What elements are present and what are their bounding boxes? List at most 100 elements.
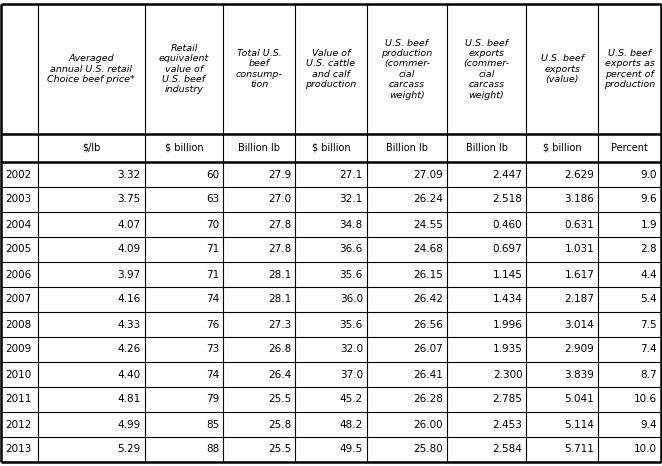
Text: 5.4: 5.4	[640, 295, 657, 304]
Text: 34.8: 34.8	[340, 219, 363, 229]
Text: 74: 74	[206, 295, 219, 304]
Text: 2013: 2013	[5, 445, 31, 454]
Text: U.S. beef
exports as
percent of
production: U.S. beef exports as percent of producti…	[604, 49, 655, 89]
Text: 28.1: 28.1	[268, 295, 291, 304]
Text: 32.0: 32.0	[340, 344, 363, 355]
Text: 45.2: 45.2	[340, 395, 363, 404]
Text: 60: 60	[206, 170, 219, 179]
Text: 71: 71	[206, 269, 219, 280]
Text: 9.0: 9.0	[641, 170, 657, 179]
Text: 2.518: 2.518	[493, 194, 522, 205]
Text: 24.55: 24.55	[413, 219, 443, 229]
Text: 9.4: 9.4	[640, 419, 657, 430]
Text: 25.80: 25.80	[413, 445, 443, 454]
Text: 2008: 2008	[5, 320, 31, 329]
Text: 35.6: 35.6	[340, 269, 363, 280]
Text: 35.6: 35.6	[340, 320, 363, 329]
Text: 88: 88	[206, 445, 219, 454]
Text: 25.8: 25.8	[268, 419, 291, 430]
Text: 0.460: 0.460	[493, 219, 522, 229]
Text: 2011: 2011	[5, 395, 31, 404]
Text: 2.909: 2.909	[565, 344, 594, 355]
Text: 3.32: 3.32	[117, 170, 140, 179]
Text: 27.09: 27.09	[413, 170, 443, 179]
Text: 26.15: 26.15	[413, 269, 443, 280]
Text: 73: 73	[206, 344, 219, 355]
Text: 37.0: 37.0	[340, 370, 363, 379]
Text: 0.631: 0.631	[565, 219, 594, 229]
Text: 3.839: 3.839	[564, 370, 594, 379]
Text: $/lb: $/lb	[82, 143, 101, 153]
Text: 36.0: 36.0	[340, 295, 363, 304]
Text: 1.996: 1.996	[493, 320, 522, 329]
Text: 2009: 2009	[5, 344, 31, 355]
Text: 2012: 2012	[5, 419, 31, 430]
Text: 1.031: 1.031	[565, 245, 594, 254]
Text: 27.0: 27.0	[268, 194, 291, 205]
Text: 25.5: 25.5	[268, 445, 291, 454]
Text: 76: 76	[206, 320, 219, 329]
Text: 26.00: 26.00	[413, 419, 443, 430]
Text: 26.41: 26.41	[413, 370, 443, 379]
Text: 2.187: 2.187	[564, 295, 594, 304]
Text: 0.697: 0.697	[493, 245, 522, 254]
Text: 3.97: 3.97	[117, 269, 140, 280]
Text: Billion lb: Billion lb	[465, 143, 508, 153]
Text: 85: 85	[206, 419, 219, 430]
Text: 4.26: 4.26	[117, 344, 140, 355]
Text: 25.5: 25.5	[268, 395, 291, 404]
Text: 9.6: 9.6	[640, 194, 657, 205]
Text: 79: 79	[206, 395, 219, 404]
Text: U.S. beef
exports
(value): U.S. beef exports (value)	[541, 54, 584, 84]
Text: 26.07: 26.07	[413, 344, 443, 355]
Text: 26.4: 26.4	[268, 370, 291, 379]
Text: 2010: 2010	[5, 370, 31, 379]
Text: 1.9: 1.9	[640, 219, 657, 229]
Text: 4.09: 4.09	[117, 245, 140, 254]
Text: 4.99: 4.99	[117, 419, 140, 430]
Text: 28.1: 28.1	[268, 269, 291, 280]
Text: 63: 63	[206, 194, 219, 205]
Text: 71: 71	[206, 245, 219, 254]
Text: U.S. beef
exports
(commer-
cial
carcass
weight): U.S. beef exports (commer- cial carcass …	[463, 39, 510, 100]
Text: U.S. beef
production
(commer-
cial
carcass
weight): U.S. beef production (commer- cial carca…	[381, 39, 432, 100]
Text: Billion lb: Billion lb	[386, 143, 428, 153]
Text: 26.24: 26.24	[413, 194, 443, 205]
Text: 3.186: 3.186	[564, 194, 594, 205]
Text: 2.447: 2.447	[493, 170, 522, 179]
Text: 2004: 2004	[5, 219, 31, 229]
Text: 2.629: 2.629	[564, 170, 594, 179]
Text: 5.711: 5.711	[564, 445, 594, 454]
Text: Value of
U.S. cattle
and calf
production: Value of U.S. cattle and calf production	[305, 49, 357, 89]
Text: 36.6: 36.6	[340, 245, 363, 254]
Text: 4.33: 4.33	[117, 320, 140, 329]
Text: 2007: 2007	[5, 295, 31, 304]
Text: 2.8: 2.8	[640, 245, 657, 254]
Text: Retail
equivalent
value of
U.S. beef
industry: Retail equivalent value of U.S. beef ind…	[159, 44, 209, 94]
Text: 48.2: 48.2	[340, 419, 363, 430]
Text: 2002: 2002	[5, 170, 31, 179]
Text: 27.8: 27.8	[268, 245, 291, 254]
Text: 5.29: 5.29	[117, 445, 140, 454]
Text: Percent: Percent	[611, 143, 648, 153]
Text: $ billion: $ billion	[543, 143, 582, 153]
Text: 4.40: 4.40	[117, 370, 140, 379]
Text: 1.145: 1.145	[493, 269, 522, 280]
Text: 2.300: 2.300	[493, 370, 522, 379]
Text: 8.7: 8.7	[640, 370, 657, 379]
Text: 1.935: 1.935	[493, 344, 522, 355]
Text: 24.68: 24.68	[413, 245, 443, 254]
Text: 32.1: 32.1	[340, 194, 363, 205]
Text: 26.56: 26.56	[413, 320, 443, 329]
Text: 2006: 2006	[5, 269, 31, 280]
Text: Billion lb: Billion lb	[238, 143, 280, 153]
Text: 49.5: 49.5	[340, 445, 363, 454]
Text: 2005: 2005	[5, 245, 31, 254]
Text: 5.041: 5.041	[565, 395, 594, 404]
Text: 27.3: 27.3	[268, 320, 291, 329]
Text: 1.617: 1.617	[564, 269, 594, 280]
Text: 2.584: 2.584	[493, 445, 522, 454]
Text: 2003: 2003	[5, 194, 31, 205]
Text: 26.8: 26.8	[268, 344, 291, 355]
Text: 3.014: 3.014	[565, 320, 594, 329]
